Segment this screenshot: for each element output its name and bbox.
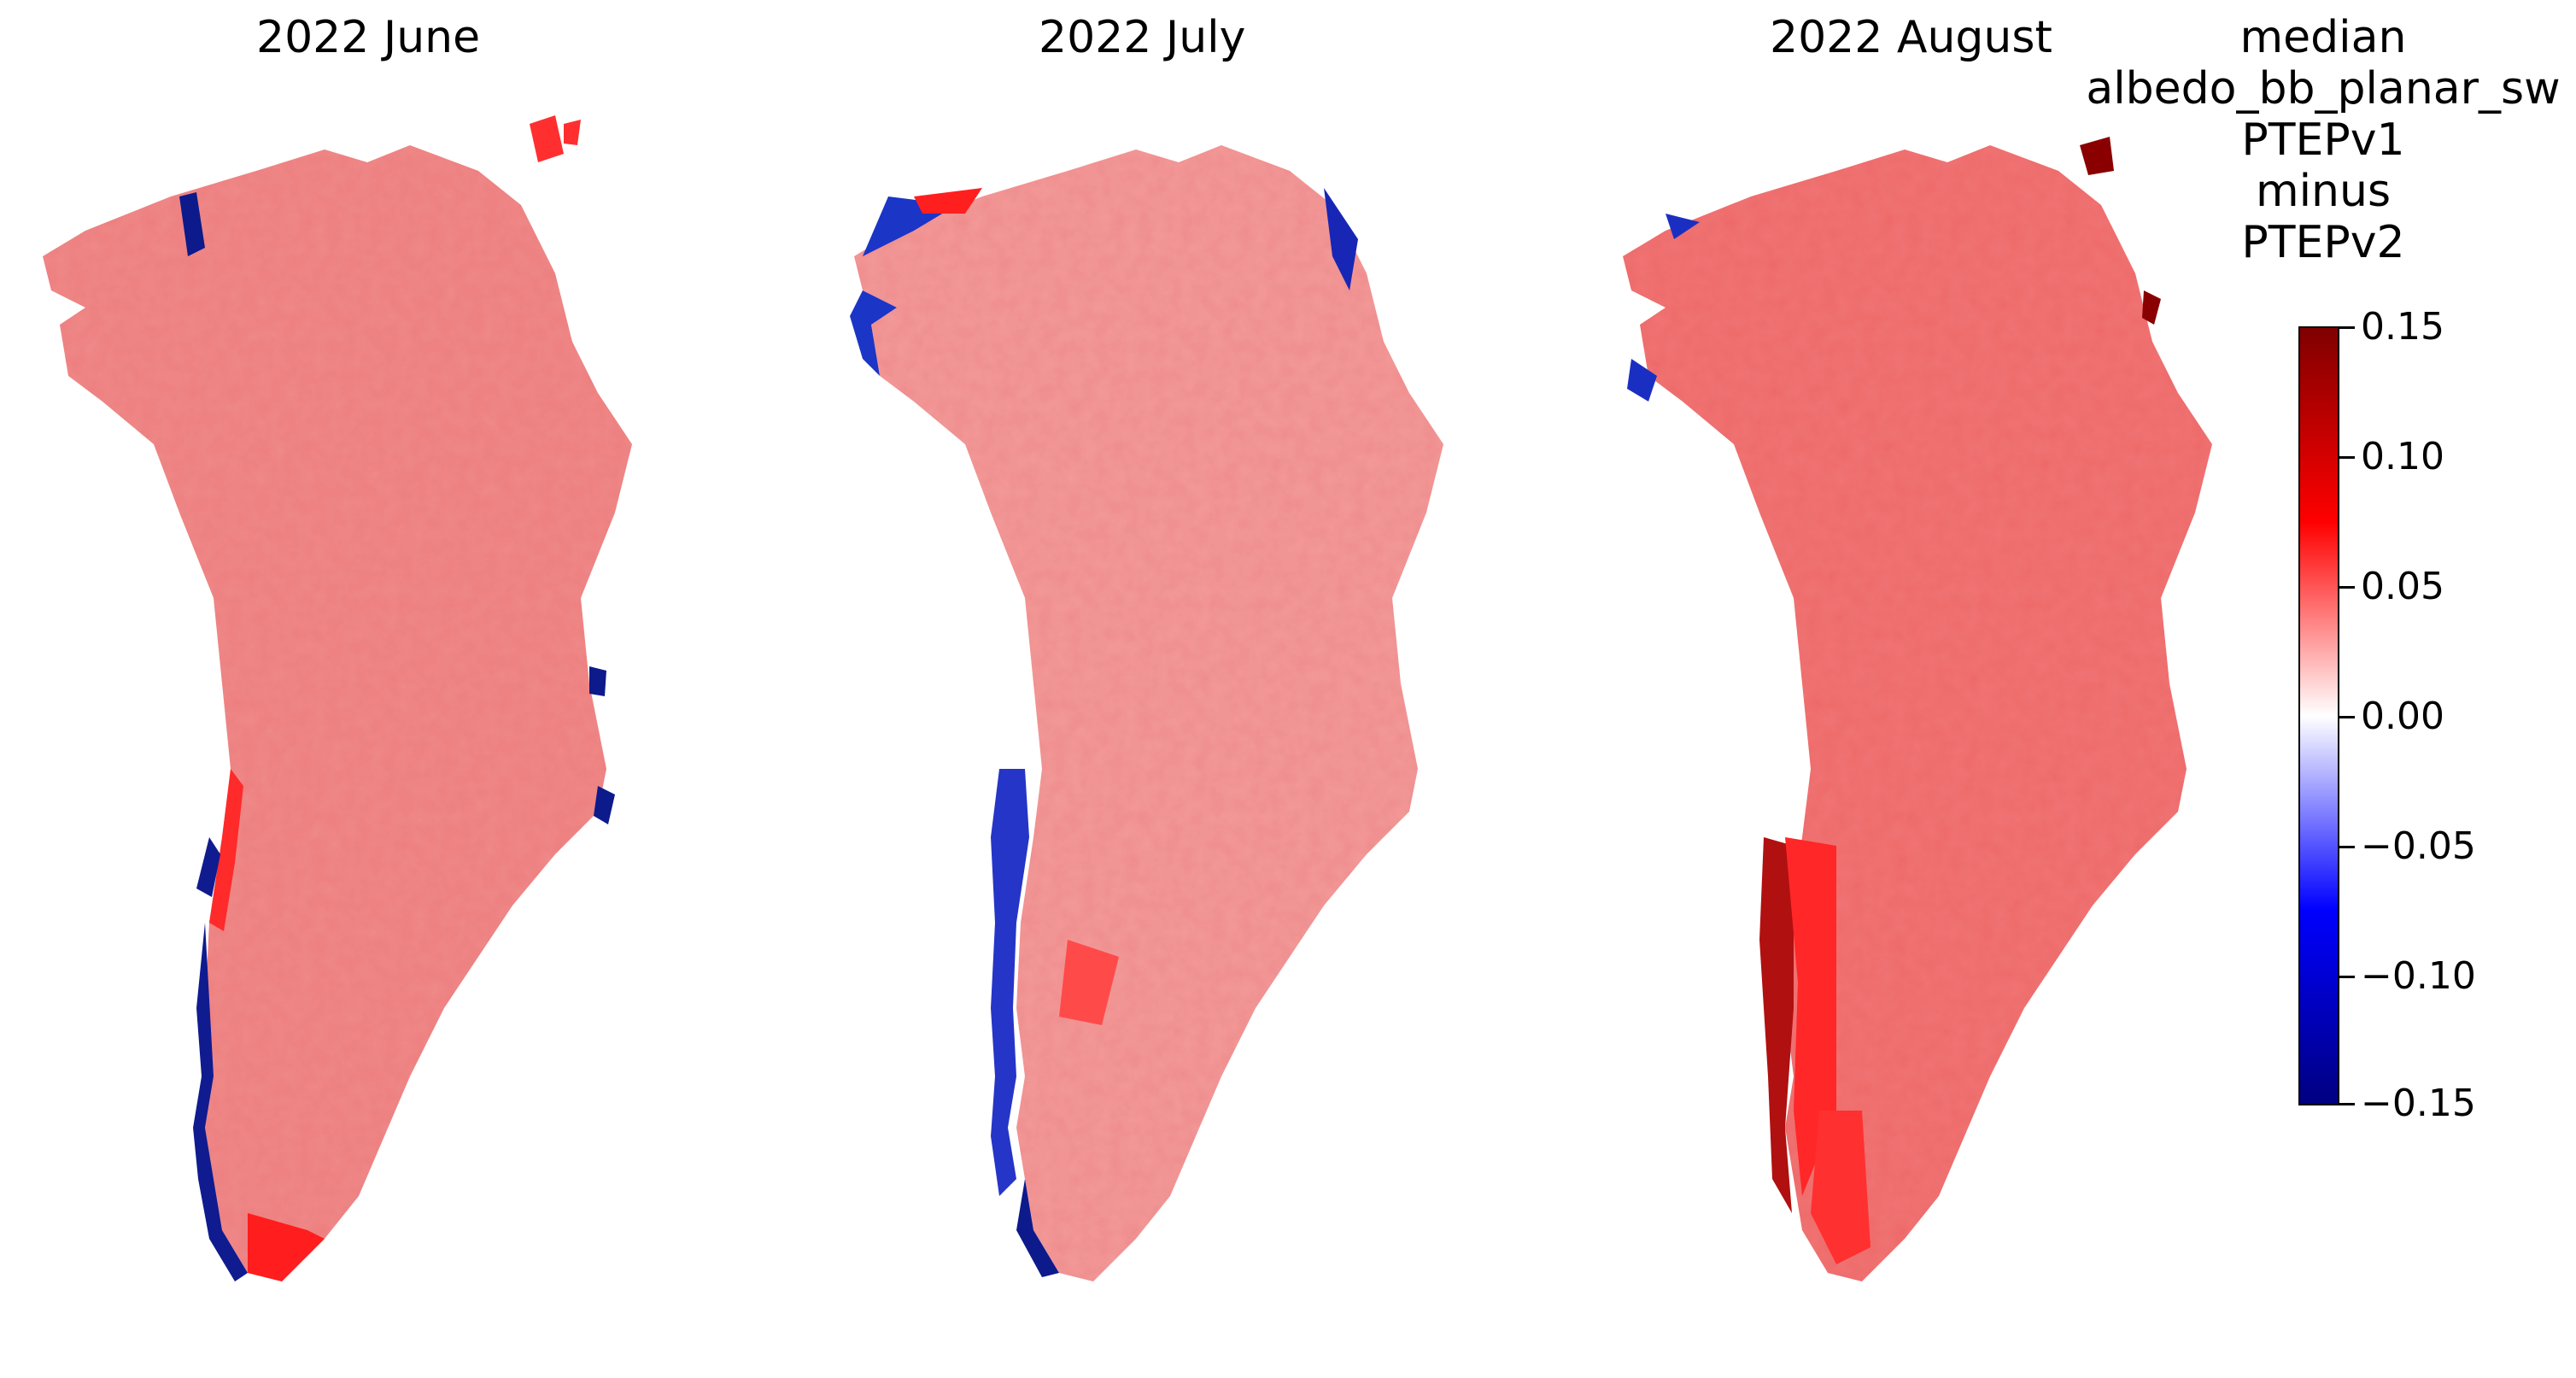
- blue-nw-august: [1627, 214, 1700, 402]
- dark-north-august: [2080, 137, 2161, 325]
- colorbar-tick-label: 0.15: [2361, 305, 2444, 349]
- colorbar-title-line: median: [2239, 12, 2407, 63]
- red-south-august: [1811, 1111, 1871, 1264]
- colorbar-title-line: albedo_bb_planar_sw: [2086, 63, 2561, 114]
- colorbar-tick: [2339, 586, 2355, 589]
- colorbar-tick: [2339, 976, 2355, 978]
- panel-title-june: 2022 June: [256, 12, 481, 63]
- colorbar-title-line: minus: [2255, 166, 2392, 217]
- colorbar: [2298, 326, 2339, 1105]
- blue-coast-july-west: [991, 769, 1029, 1196]
- map-july: [850, 145, 1443, 1281]
- colorbar-tick: [2339, 846, 2355, 848]
- blue-coast-july-south: [1016, 1179, 1059, 1277]
- colorbar-title-line: PTEPv1: [2241, 114, 2405, 166]
- colorbar-tick: [2339, 456, 2355, 459]
- red-north-june: [530, 115, 581, 162]
- coast-june-west: [209, 769, 243, 931]
- red-west-august: [1785, 837, 1836, 1196]
- colorbar-tick-label: 0.10: [2361, 435, 2444, 478]
- colorbar-tick: [2339, 1103, 2355, 1105]
- colorbar-title-line: PTEPv2: [2241, 217, 2405, 268]
- colorbar-tick-label: 0.05: [2361, 565, 2444, 608]
- panel-title-july: 2022 July: [1039, 12, 1246, 63]
- red-south-july: [1059, 940, 1119, 1025]
- map-june: [43, 115, 632, 1281]
- colorbar-tick-label: −0.15: [2361, 1082, 2476, 1125]
- red-coast-july: [914, 188, 982, 214]
- dark-coast-august-west: [1759, 837, 1794, 1213]
- colorbar-tick-label: −0.10: [2361, 954, 2476, 998]
- blue-coast-june-west: [193, 837, 248, 1281]
- colorbar-tick: [2339, 716, 2355, 718]
- colorbar-tick-label: 0.00: [2361, 695, 2444, 738]
- blue-coast-july-nw: [850, 196, 957, 376]
- colorbar-tick-label: −0.05: [2361, 824, 2476, 868]
- colorbar-tick: [2339, 326, 2355, 329]
- colorbar-title: median albedo_bb_planar_sw PTEPv1 minus …: [2024, 12, 2576, 268]
- panel-title-august: 2022 August: [1770, 12, 2052, 63]
- map-august: [1623, 137, 2212, 1281]
- blue-east-june: [589, 666, 615, 824]
- south-tip-june: [248, 1213, 325, 1281]
- blue-north-june: [179, 192, 205, 256]
- blue-north-july: [1324, 188, 1358, 290]
